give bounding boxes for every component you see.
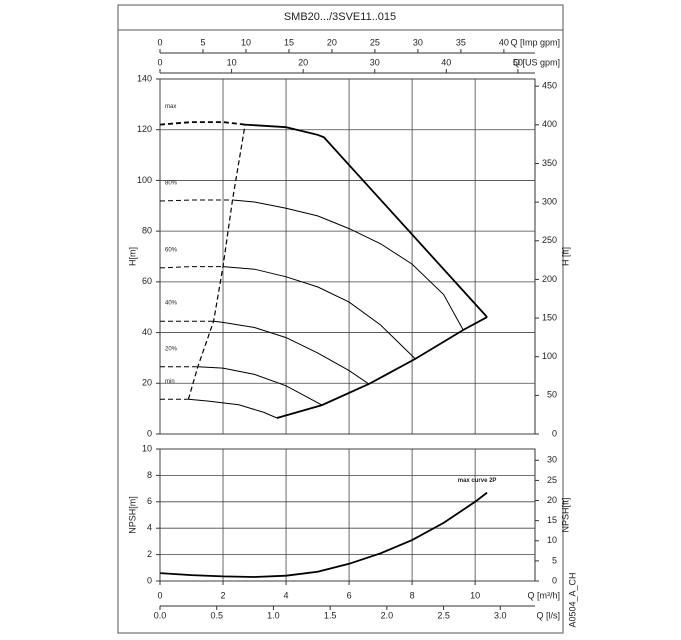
- x-tick-label: 5: [200, 37, 205, 47]
- x-axis-label: Q [Imp gpm]: [510, 37, 560, 47]
- curve: [222, 266, 416, 360]
- x-tick-label: 0.0: [154, 610, 167, 620]
- y-tick-label: 140: [137, 73, 152, 83]
- y-tick-label: 20: [142, 378, 152, 388]
- y2-tick-label: 30: [547, 455, 557, 465]
- curve: [188, 398, 278, 419]
- y-tick-label: 2: [147, 549, 152, 559]
- x-tick-label: 10: [241, 37, 251, 47]
- x-tick-label: 4: [284, 590, 289, 600]
- y2-tick-label: 50: [547, 390, 557, 400]
- curve-dashed: [159, 121, 246, 126]
- curve-dashed: [159, 199, 233, 202]
- y2-axis-label: NPSH[ft]: [560, 497, 570, 532]
- y2-tick-label: 300: [542, 197, 557, 207]
- y2-tick-label: 20: [547, 495, 557, 505]
- x-tick-label: 2.0: [381, 610, 394, 620]
- curve-label: 60%: [165, 247, 178, 253]
- frame: [117, 4, 564, 634]
- chart-title: SMB20.../3SVE11..015: [284, 11, 396, 23]
- y2-tick-label: 150: [542, 312, 557, 322]
- x-tick-label: 50: [513, 57, 523, 67]
- curve: [245, 123, 488, 318]
- y2-tick-label: 200: [542, 274, 557, 284]
- y-tick-label: 6: [147, 496, 152, 506]
- y2-tick-label: 5: [552, 555, 557, 565]
- plot-area: [159, 448, 536, 582]
- y-tick-label: 8: [147, 470, 152, 480]
- x-tick-label: 10: [470, 590, 480, 600]
- y-tick-label: 4: [147, 523, 152, 533]
- drawing-code: A0504_A_CH: [567, 572, 577, 627]
- x-tick-label: 35: [456, 37, 466, 47]
- plot-area: [159, 78, 536, 435]
- x-axis-label: Q [US gpm]: [513, 57, 560, 67]
- boundary-curve-dashed: [187, 124, 246, 400]
- y2-tick-label: 450: [542, 81, 557, 91]
- x-tick-label: 0: [157, 37, 162, 47]
- y2-tick-label: 10: [547, 535, 557, 545]
- x-tick-label: 0.5: [210, 610, 223, 620]
- x-tick-label: 20: [327, 37, 337, 47]
- y2-tick-label: 400: [542, 119, 557, 129]
- y-tick-label: 120: [137, 124, 152, 134]
- curve-label: min: [165, 379, 175, 385]
- x-tick-label: 0: [157, 57, 162, 67]
- curve-label: max: [165, 104, 176, 110]
- x-tick-label: 40: [441, 57, 451, 67]
- x-tick-label: 2: [221, 590, 226, 600]
- y2-tick-label: 0: [552, 575, 557, 585]
- y2-tick-label: 15: [547, 515, 557, 525]
- curve-label: 80%: [165, 181, 178, 187]
- y2-tick-label: 25: [547, 475, 557, 485]
- y-tick-label: 40: [142, 327, 152, 337]
- x-tick-label: 3.0: [494, 610, 507, 620]
- y-axis-label: NPSH[m]: [127, 496, 137, 534]
- y-tick-label: 0: [147, 428, 152, 438]
- x-tick-label: 8: [410, 590, 415, 600]
- curve: [232, 199, 464, 331]
- x-tick-label: 40: [499, 37, 509, 47]
- y2-tick-label: 100: [542, 351, 557, 361]
- curve: [213, 320, 370, 385]
- x-tick-label: 1.5: [324, 610, 337, 620]
- curve-dashed: [159, 266, 223, 269]
- x-tick-label: 15: [284, 37, 294, 47]
- y2-tick-label: 350: [542, 158, 557, 168]
- y2-tick-label: 0: [552, 428, 557, 438]
- x-tick-label: 10: [227, 57, 237, 67]
- y-tick-label: 100: [137, 175, 152, 185]
- curve-label: 40%: [165, 301, 178, 307]
- y2-axis-label: H [ft]: [560, 247, 570, 266]
- y-tick-label: 80: [142, 226, 152, 236]
- curve: [159, 491, 488, 578]
- y2-tick-label: 250: [542, 235, 557, 245]
- x-tick-label: 25: [370, 37, 380, 47]
- boundary-curve: [276, 316, 488, 419]
- y-tick-label: 60: [142, 276, 152, 286]
- x-tick-label: 6: [347, 590, 352, 600]
- y-tick-label: 10: [142, 443, 152, 453]
- curve-label: max curve 2P: [458, 478, 497, 484]
- x-axis-label: Q [m³/h]: [527, 590, 560, 600]
- x-tick-label: 1.0: [267, 610, 280, 620]
- y-axis-label: H[m]: [127, 247, 137, 266]
- curve: [197, 366, 323, 406]
- y-tick-label: 0: [147, 575, 152, 585]
- x-tick-label: 30: [370, 57, 380, 67]
- x-tick-label: 2.5: [437, 610, 450, 620]
- x-axis-label: Q [l/s]: [536, 610, 560, 620]
- curve-label: 20%: [165, 346, 178, 352]
- x-tick-label: 0: [157, 590, 162, 600]
- x-tick-label: 20: [298, 57, 308, 67]
- x-tick-label: 30: [413, 37, 423, 47]
